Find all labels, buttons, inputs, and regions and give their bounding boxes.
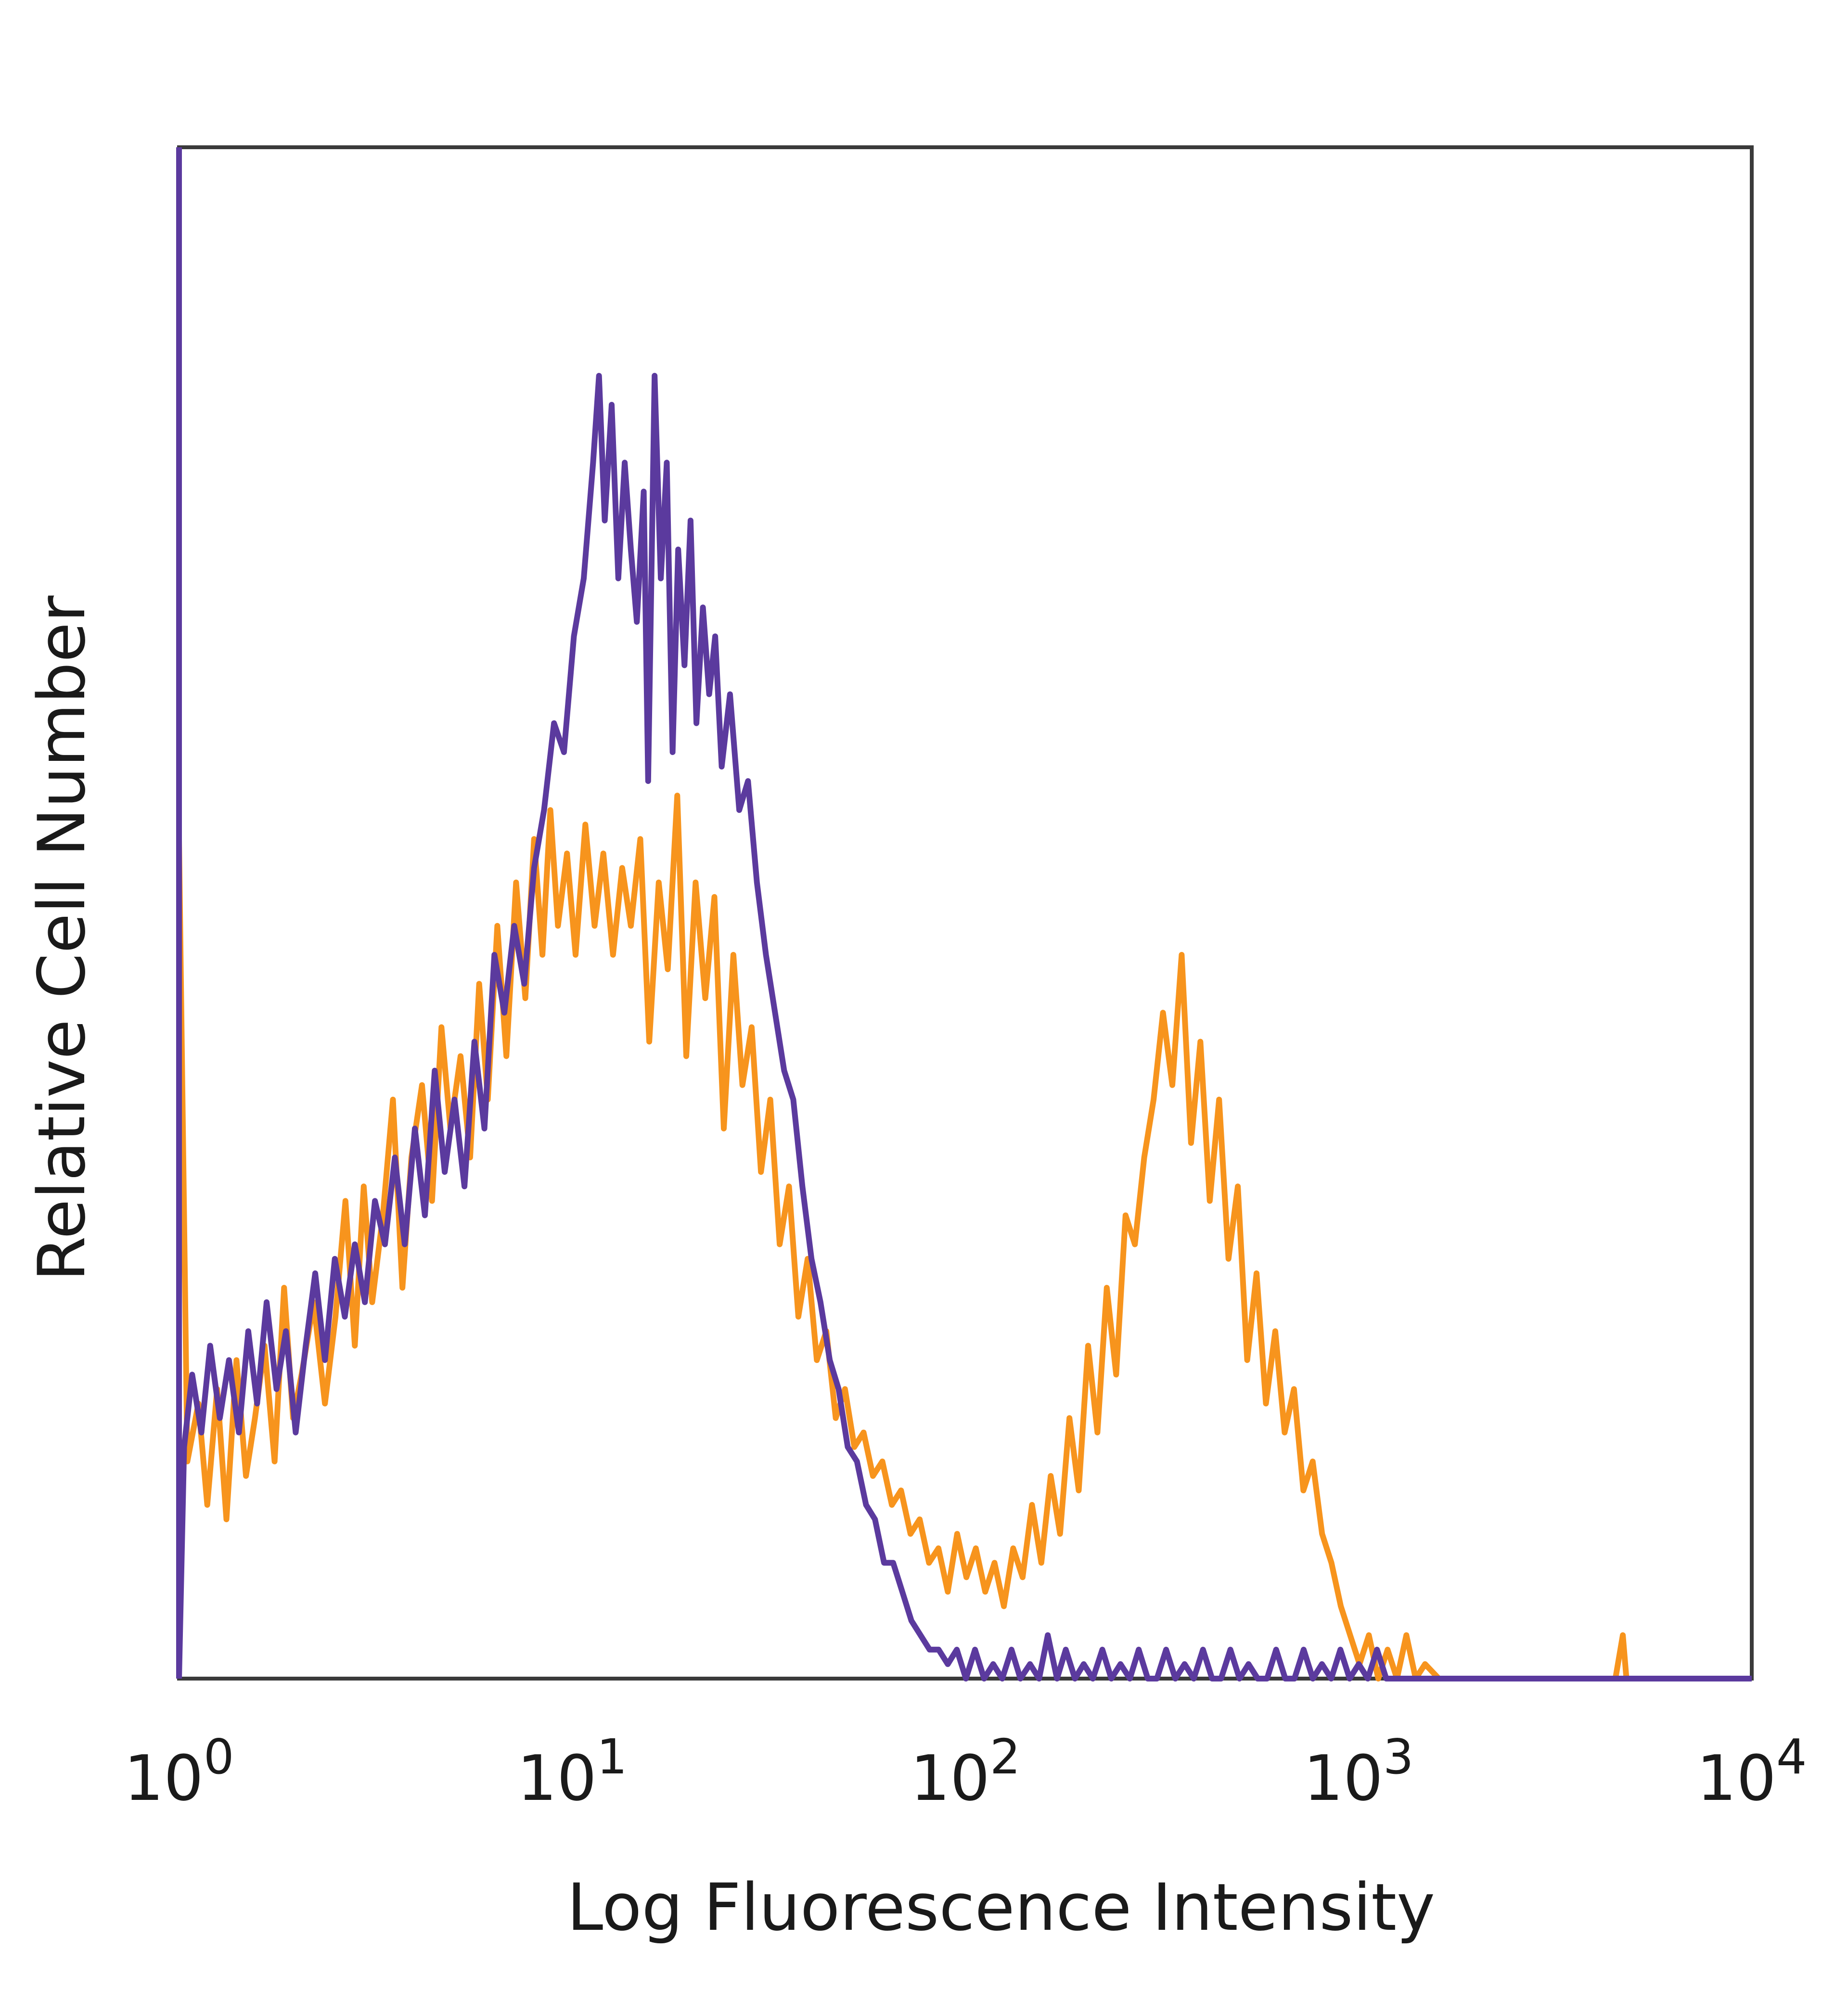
x-tick-labels: 100 101 102 103 104 (124, 1729, 1807, 1815)
y-axis-label: Relative Cell Number (24, 595, 100, 1281)
series-layer (176, 372, 1752, 1681)
histogram-series-2 (176, 372, 1752, 1681)
plot-frame (177, 145, 1754, 1681)
x-tick-label-4: 104 (1696, 1729, 1807, 1815)
x-tick-label-1: 101 (517, 1729, 627, 1815)
x-tick-label-0: 100 (124, 1729, 234, 1815)
x-tick-label-3: 103 (1303, 1729, 1413, 1815)
x-tick-label-2: 102 (910, 1729, 1020, 1815)
x-axis-label: Log Fluorescence Intensity (567, 1870, 1435, 1945)
histogram-series-1 (176, 793, 1752, 1681)
